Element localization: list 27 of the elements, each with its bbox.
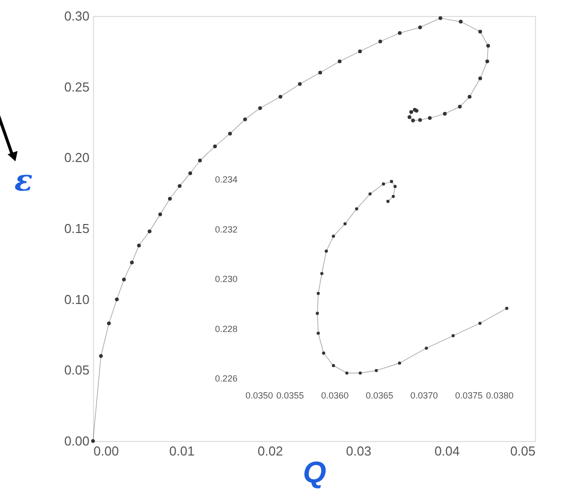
x-tick-label: 0.0360 <box>321 390 349 400</box>
y-tick-label: 0.234 <box>214 174 238 184</box>
y-tick-label: 0.00 <box>64 434 90 448</box>
x-tick-label: 0.0365 <box>366 390 394 400</box>
x-tick-label: 0.00 <box>94 444 119 458</box>
x-tick-label: 0.0370 <box>410 390 438 400</box>
y-tick-label: 0.05 <box>64 362 90 378</box>
x-tick-label: 0.0380 <box>486 390 514 400</box>
x-tick-label: 0.05 <box>510 444 536 458</box>
x-tick-label: 0.02 <box>258 444 283 458</box>
x-tick-label: 0.03 <box>346 444 372 458</box>
y-tick-label: 0.232 <box>214 224 238 234</box>
y-tick-label: 0.30 <box>64 8 90 24</box>
y-tick-label: 0.25 <box>64 79 90 94</box>
y-tick-label: 0.10 <box>64 292 90 307</box>
y-tick-label: 0.230 <box>214 274 238 284</box>
y-tick-label: 0.15 <box>64 221 90 236</box>
y-tick-label: 0.20 <box>64 150 90 166</box>
x-tick-label: 0.0355 <box>276 390 304 400</box>
y-axis-title: ε <box>14 164 33 198</box>
x-tick-label: 0.04 <box>434 444 460 458</box>
y-tick-label: 0.228 <box>214 324 238 334</box>
x-axis-title: Q <box>302 456 326 490</box>
x-tick-label: 0.0375 <box>455 390 483 400</box>
x-tick-label: 0.01 <box>169 444 195 458</box>
y-tick-label: 0.226 <box>214 374 238 384</box>
x-tick-label: 0.0350 <box>246 390 274 400</box>
